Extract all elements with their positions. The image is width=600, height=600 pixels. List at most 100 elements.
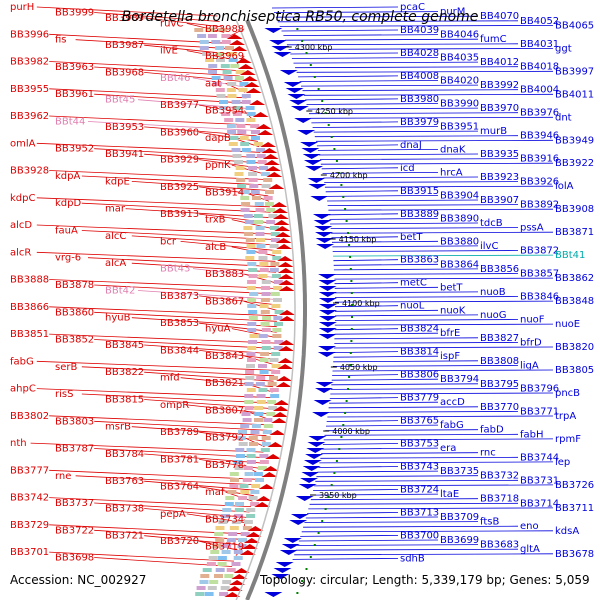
feature-block bbox=[254, 406, 264, 410]
tick-dot bbox=[309, 64, 312, 66]
feature-block bbox=[234, 76, 244, 80]
leader-line bbox=[333, 346, 554, 349]
gene-label: BB3992 bbox=[480, 80, 519, 91]
leader-line bbox=[331, 378, 439, 381]
leader-line bbox=[311, 121, 399, 124]
forward-gene-arrow bbox=[226, 34, 243, 39]
feature-block bbox=[237, 544, 247, 548]
forward-gene-arrow bbox=[267, 442, 284, 447]
feature-block bbox=[204, 28, 214, 32]
feature-block bbox=[215, 52, 225, 56]
gene-label: BB3753 bbox=[400, 439, 439, 450]
leader-line bbox=[81, 175, 267, 186]
leader-line bbox=[315, 479, 519, 482]
feature-block bbox=[199, 46, 209, 50]
gene-label: purM bbox=[440, 7, 465, 18]
leader-line bbox=[333, 360, 479, 363]
feature-block bbox=[246, 454, 256, 458]
gene-label: BB3779 bbox=[400, 393, 439, 404]
leader-line bbox=[87, 257, 276, 268]
gene-label: serB bbox=[55, 362, 77, 373]
gene-label: BB3803 bbox=[55, 416, 94, 427]
feature-block bbox=[273, 316, 283, 320]
reverse-gene-arrow bbox=[290, 514, 309, 519]
feature-block bbox=[244, 232, 254, 236]
tick-dot bbox=[317, 88, 320, 90]
feature-block bbox=[270, 238, 280, 242]
feature-block bbox=[215, 538, 225, 542]
tick-dot bbox=[324, 508, 327, 510]
gene-label: hyuA bbox=[205, 324, 231, 335]
feature-block bbox=[231, 562, 241, 566]
feature-block bbox=[243, 466, 253, 470]
feature-block bbox=[235, 448, 245, 452]
gene-label: betT bbox=[440, 282, 463, 293]
feature-block bbox=[248, 268, 258, 272]
forward-gene-arrow bbox=[233, 568, 250, 573]
gene-label: BBt45 bbox=[105, 95, 135, 106]
gene-label: ispF bbox=[440, 351, 460, 362]
feature-block bbox=[269, 268, 279, 272]
forward-gene-arrow bbox=[231, 46, 248, 51]
feature-block bbox=[221, 40, 231, 44]
feature-block bbox=[254, 412, 264, 416]
feature-block bbox=[244, 382, 254, 386]
gene-label: BB3928 bbox=[10, 166, 49, 177]
tick-dot bbox=[340, 436, 343, 438]
gene-label: BB4039 bbox=[400, 25, 439, 36]
forward-gene-arrow bbox=[239, 70, 256, 75]
gene-label: BB3734 bbox=[205, 514, 244, 525]
reverse-gene-arrow bbox=[290, 106, 309, 111]
feature-block bbox=[261, 442, 271, 446]
feature-block bbox=[231, 148, 241, 152]
kbp-tick-label: 4200 kbp bbox=[330, 171, 368, 180]
feature-block bbox=[260, 298, 270, 302]
feature-block bbox=[238, 538, 247, 542]
gene-label: fis bbox=[55, 35, 67, 46]
feature-block bbox=[238, 88, 248, 92]
feature-block bbox=[242, 418, 252, 422]
feature-block bbox=[208, 70, 217, 74]
feature-block bbox=[233, 556, 243, 560]
feature-block bbox=[258, 256, 268, 260]
gene-label: BB3700 bbox=[400, 530, 439, 541]
feature-block bbox=[229, 526, 239, 530]
gene-label: BB3709 bbox=[440, 512, 479, 523]
gene-label: BB3962 bbox=[10, 111, 49, 122]
forward-gene-arrow bbox=[265, 454, 282, 459]
kbp-tick-label: 4300 kbp bbox=[295, 43, 333, 52]
leader-line bbox=[199, 350, 276, 360]
leader-line bbox=[319, 461, 554, 464]
reverse-gene-arrow bbox=[318, 292, 337, 297]
leader-line bbox=[320, 162, 554, 165]
leader-line bbox=[298, 75, 399, 78]
feature-block bbox=[272, 334, 282, 338]
gene-label: BB3961 bbox=[55, 89, 94, 100]
leader-line bbox=[36, 251, 276, 262]
feature-block bbox=[249, 292, 259, 296]
gene-label: BB3871 bbox=[555, 227, 594, 238]
leader-line bbox=[312, 126, 439, 128]
gene-label: BB3883 bbox=[205, 269, 244, 280]
feature-block bbox=[260, 322, 270, 326]
gene-label: BB3862 bbox=[555, 273, 594, 284]
leader-line bbox=[300, 84, 479, 87]
gene-label: BB3963 bbox=[55, 62, 94, 73]
reverse-gene-arrow bbox=[318, 328, 337, 333]
feature-block bbox=[226, 568, 236, 572]
feature-block bbox=[218, 520, 228, 524]
feature-block bbox=[230, 478, 239, 482]
feature-block bbox=[267, 400, 277, 404]
feature-block bbox=[251, 130, 260, 134]
gene-label: omlA bbox=[10, 138, 36, 149]
tick-dot bbox=[333, 148, 336, 150]
feature-block bbox=[240, 490, 250, 494]
feature-block bbox=[247, 358, 256, 362]
feature-block bbox=[226, 88, 236, 92]
leader-line bbox=[49, 33, 229, 44]
forward-gene-arrow bbox=[275, 238, 292, 243]
forward-gene-arrow bbox=[255, 124, 272, 129]
leader-line bbox=[75, 475, 257, 486]
gene-label: BB3844 bbox=[160, 345, 199, 356]
feature-block bbox=[241, 100, 251, 104]
